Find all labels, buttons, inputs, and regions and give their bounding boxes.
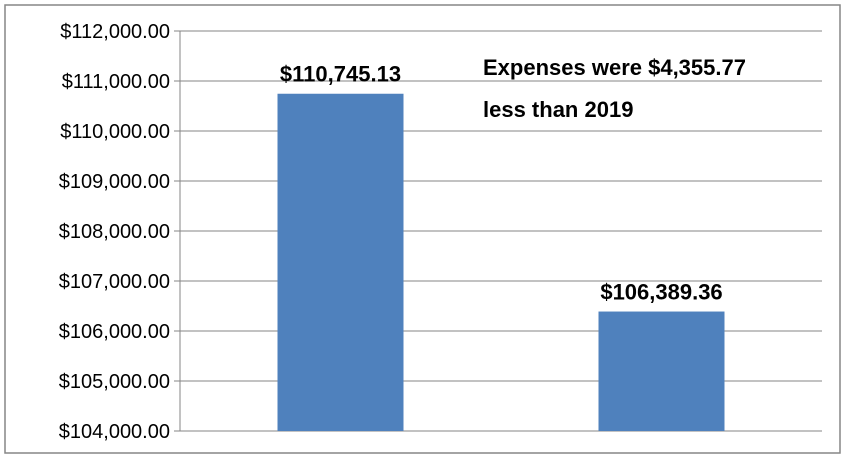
labels: $110,745.13 $106,389.36 (280, 62, 723, 305)
y-tick-label: $111,000.00 (62, 71, 170, 93)
bar (277, 93, 404, 431)
bars (277, 93, 725, 431)
annotation-line-2: less than 2019 (483, 97, 633, 122)
y-tick-label: $106,000.00 (59, 321, 170, 343)
axes: $104,000.00 $105,000.00 $106,000.00 $107,00… (59, 21, 181, 443)
y-tick-label: $105,000.00 (59, 371, 170, 393)
y-tick-label: $104,000.00 (59, 421, 170, 443)
data-label: $110,745.13 (280, 62, 401, 87)
bar (598, 311, 725, 431)
y-tick-label: $110,000.00 (60, 121, 170, 143)
data-label: $106,389.36 (600, 280, 722, 305)
y-tick-label: $109,000.00 (59, 171, 170, 193)
y-tick-label: $107,000.00 (59, 271, 170, 293)
annotation-line-1: Expenses were $4,355.77 (483, 55, 746, 80)
y-tick-label: $112,000.00 (60, 21, 170, 43)
y-tick-label: $108,000.00 (59, 221, 170, 243)
